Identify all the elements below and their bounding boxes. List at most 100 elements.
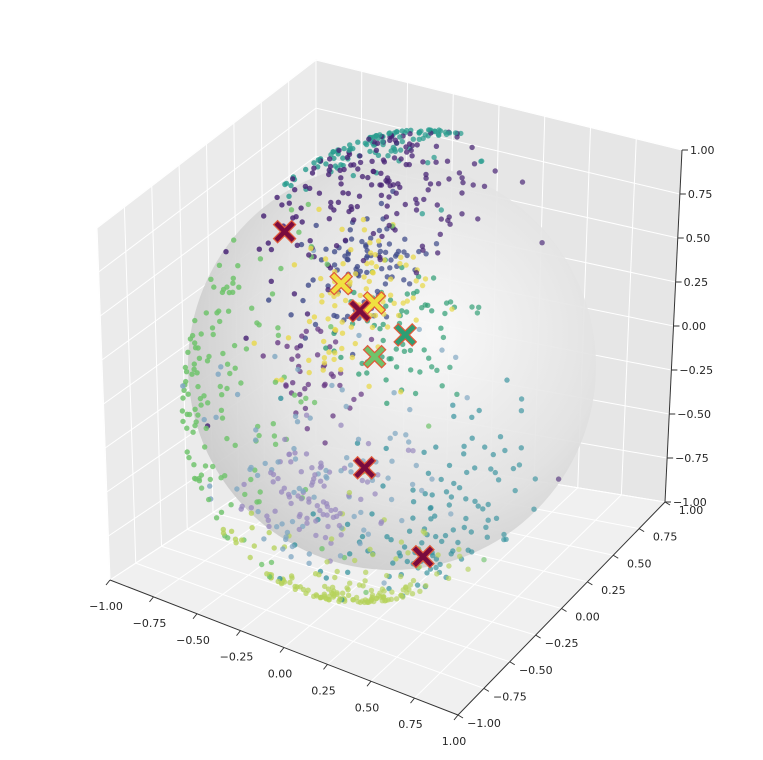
data-point <box>283 382 289 388</box>
data-point <box>313 518 319 524</box>
data-point <box>214 310 220 316</box>
data-point <box>382 281 389 287</box>
data-point <box>294 242 300 248</box>
data-point <box>364 370 370 376</box>
data-point <box>289 356 295 362</box>
data-point <box>391 155 398 161</box>
data-point <box>356 332 362 339</box>
data-point <box>313 532 319 539</box>
data-point <box>398 389 404 395</box>
data-point <box>328 540 334 546</box>
data-point <box>274 524 280 530</box>
data-point <box>459 175 465 181</box>
data-point <box>452 130 459 136</box>
data-point <box>463 515 469 522</box>
data-point <box>319 546 325 552</box>
data-point <box>348 469 354 475</box>
data-point <box>501 531 507 538</box>
data-point <box>469 144 475 151</box>
data-point <box>314 503 320 509</box>
data-point <box>379 266 385 272</box>
data-point <box>198 402 204 408</box>
data-point <box>425 470 432 476</box>
data-point <box>292 413 299 419</box>
data-point <box>446 502 452 508</box>
data-point <box>191 462 197 468</box>
data-point <box>362 578 368 584</box>
data-point <box>197 395 204 402</box>
y-tick-mark <box>561 608 567 612</box>
data-point <box>434 367 440 373</box>
data-point <box>323 246 329 252</box>
data-point <box>284 529 291 536</box>
data-point <box>331 155 337 162</box>
right-pane-grid-line <box>315 107 680 195</box>
data-point <box>404 558 410 565</box>
data-point <box>218 475 224 481</box>
data-point <box>304 520 310 526</box>
data-point <box>392 137 398 143</box>
data-point <box>213 414 219 420</box>
data-point <box>376 227 383 234</box>
data-point <box>330 413 336 419</box>
data-point <box>430 275 437 281</box>
data-point <box>302 405 309 412</box>
data-point <box>184 411 190 417</box>
data-point <box>427 505 433 511</box>
data-point <box>231 342 238 349</box>
data-point <box>306 551 312 557</box>
data-point <box>518 445 524 451</box>
data-point <box>254 320 260 326</box>
data-point <box>312 472 318 478</box>
data-point <box>355 598 361 605</box>
data-point <box>318 275 324 282</box>
data-point <box>386 241 393 247</box>
data-point <box>268 559 275 566</box>
data-point <box>364 269 370 276</box>
data-point <box>209 325 216 331</box>
data-point <box>438 207 444 213</box>
data-point <box>252 467 258 473</box>
data-point <box>317 464 324 471</box>
data-point <box>407 347 414 354</box>
data-point <box>437 231 443 237</box>
data-point <box>344 585 350 591</box>
data-point <box>363 242 369 248</box>
data-point <box>472 498 478 504</box>
data-point <box>406 281 413 287</box>
data-point <box>292 187 298 193</box>
data-point <box>406 439 412 445</box>
data-point <box>251 543 257 549</box>
data-point <box>314 352 321 358</box>
data-point <box>262 460 268 467</box>
data-point <box>387 265 393 271</box>
data-point <box>454 391 460 397</box>
data-point <box>326 349 332 355</box>
data-point <box>419 487 425 494</box>
data-point <box>278 395 284 401</box>
data-point <box>361 227 368 233</box>
data-point <box>423 175 429 181</box>
data-point <box>331 249 338 255</box>
data-point <box>348 324 354 330</box>
data-point <box>416 326 422 333</box>
data-point <box>225 308 232 314</box>
x-axis-ticks: −1.00 −0.75 −0.50 −0.25 0.00 0.25 0.50 0.75 1.00 <box>89 579 466 748</box>
data-point <box>310 511 316 517</box>
x-tick-mark <box>105 579 111 586</box>
data-point <box>490 451 496 458</box>
data-point <box>421 196 427 203</box>
data-point <box>320 511 326 518</box>
data-point <box>325 283 331 289</box>
data-point <box>352 271 359 277</box>
data-point <box>332 326 338 333</box>
data-point <box>339 387 345 393</box>
data-point <box>256 432 262 439</box>
data-point <box>422 491 428 497</box>
right-pane-grid-line <box>315 59 683 151</box>
data-point <box>294 419 301 425</box>
data-point <box>414 142 420 148</box>
data-point <box>510 465 517 472</box>
data-point <box>266 529 272 536</box>
data-point <box>488 466 494 472</box>
